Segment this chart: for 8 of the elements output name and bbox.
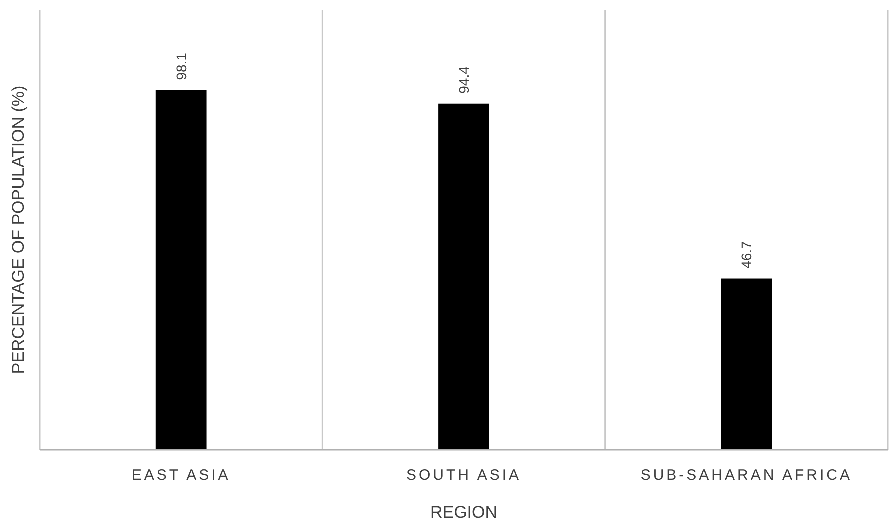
x-axis-title: REGION: [430, 503, 498, 522]
x-tick-label: EAST ASIA: [132, 467, 231, 484]
data-label: 98.1: [173, 52, 190, 80]
data-label: 94.4: [456, 66, 472, 94]
y-axis-title: PERCENTAGE OF POPULATION (%): [9, 86, 28, 374]
x-tick-label: SOUTH ASIA: [406, 467, 522, 484]
x-tick-label: SUB-SAHARAN AFRICA: [640, 467, 853, 484]
data-label: 46.7: [738, 241, 755, 269]
